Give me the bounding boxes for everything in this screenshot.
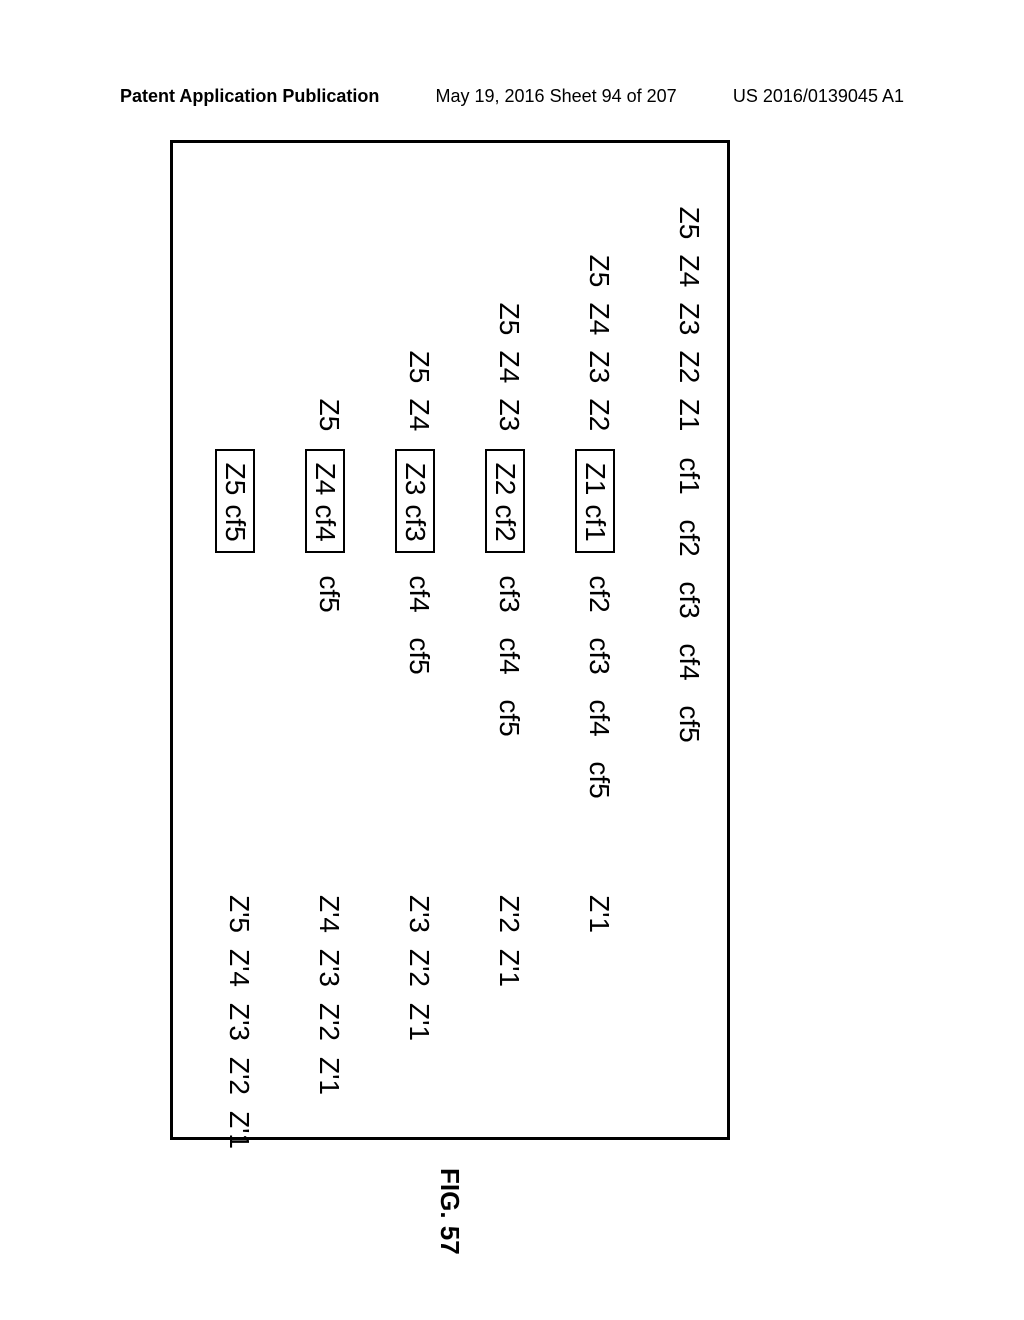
box-cf: cf5	[219, 501, 251, 545]
z-token: Z4	[493, 343, 525, 391]
zprime-token: Z'3	[313, 937, 345, 999]
zprime-token: Z'1	[403, 991, 435, 1053]
header-center: May 19, 2016 Sheet 94 of 207	[436, 86, 677, 107]
box-z: Z1	[579, 457, 611, 501]
cf-token: cf3	[583, 625, 615, 687]
cf-token: cf5	[583, 749, 615, 811]
cf-token: cf4	[403, 563, 435, 625]
zprime-token: Z'1	[313, 1045, 345, 1107]
z-token: Z4	[403, 391, 435, 439]
zcf-box: Z4cf4	[305, 449, 345, 553]
cf-token: cf5	[313, 563, 345, 625]
zcf-box: Z2cf2	[485, 449, 525, 553]
zprime-token: Z'2	[403, 937, 435, 999]
box-z: Z3	[399, 457, 431, 501]
zcf-box: Z1cf1	[575, 449, 615, 553]
z-token: Z3	[673, 295, 705, 343]
zprime-token: Z'2	[223, 1045, 255, 1107]
box-cf: cf2	[489, 501, 521, 545]
cf-token: cf4	[673, 631, 705, 693]
z-token: Z1	[673, 391, 705, 439]
z-token: Z5	[673, 199, 705, 247]
zprime-token: Z'4	[223, 937, 255, 999]
zprime-token: Z'5	[223, 883, 255, 945]
zprime-token: Z'4	[313, 883, 345, 945]
box-cf: cf4	[309, 501, 341, 545]
diagram-row: Z5 Z4cf4 cf5 Z'4Z'3Z'2Z'1	[265, 163, 345, 1117]
zprime-token: Z'1	[223, 1099, 255, 1161]
cf-token: cf2	[583, 563, 615, 625]
cf-token: cf5	[403, 625, 435, 687]
zprime-token: Z'1	[583, 883, 615, 945]
z-token: Z3	[493, 391, 525, 439]
cf-token: cf3	[673, 569, 705, 631]
box-cf: cf3	[399, 501, 431, 545]
diagram-row: Z5cf5Z'5Z'4Z'3Z'2Z'1	[175, 163, 255, 1117]
z-token: Z4	[673, 247, 705, 295]
header-left: Patent Application Publication	[120, 86, 379, 107]
cf-token: cf2	[673, 507, 705, 569]
zprime-token: Z'1	[493, 937, 525, 999]
cf-token: cf5	[493, 687, 525, 749]
cf-token: cf3	[493, 563, 525, 625]
box-z: Z4	[309, 457, 341, 501]
figure-caption: FIG. 57	[434, 1168, 465, 1255]
diagram-rotated-wrap: Z5Z4Z3Z2Z1cf1cf2cf3cf4cf5Z5Z4Z3Z2Z1cf1cf…	[0, 140, 730, 760]
z-token: Z5	[403, 343, 435, 391]
diagram-row: Z5Z4Z3Z2 Z1cf1 cf2cf3cf4cf5 Z'1	[535, 163, 615, 1117]
z-token: Z3	[583, 343, 615, 391]
diagram-row: Z5Z4Z3 Z2cf2 cf3cf4cf5 Z'2Z'1	[445, 163, 525, 1117]
box-z: Z2	[489, 457, 521, 501]
cf-token: cf4	[493, 625, 525, 687]
cf-token: cf4	[583, 687, 615, 749]
zprime-token: Z'2	[313, 991, 345, 1053]
diagram-row: Z5Z4 Z3cf3 cf4cf5 Z'3Z'2Z'1	[355, 163, 435, 1117]
zprime-token: Z'2	[493, 883, 525, 945]
z-token: Z2	[583, 391, 615, 439]
z-token: Z5	[493, 295, 525, 343]
diagram-row: Z5Z4Z3Z2Z1 cf1cf2cf3cf4cf5	[625, 163, 705, 1117]
z-token: Z5	[313, 391, 345, 439]
z-token: Z5	[583, 247, 615, 295]
zcf-box: Z5cf5	[215, 449, 255, 553]
zcf-box: Z3cf3	[395, 449, 435, 553]
z-token: Z2	[673, 343, 705, 391]
header-right: US 2016/0139045 A1	[733, 86, 904, 107]
cf-token: cf1	[673, 445, 705, 507]
zprime-token: Z'3	[223, 991, 255, 1053]
zprime-token: Z'3	[403, 883, 435, 945]
box-cf: cf1	[579, 501, 611, 545]
box-z: Z5	[219, 457, 251, 501]
z-token: Z4	[583, 295, 615, 343]
diagram-border: Z5Z4Z3Z2Z1cf1cf2cf3cf4cf5Z5Z4Z3Z2Z1cf1cf…	[170, 140, 730, 1140]
page-header: Patent Application Publication May 19, 2…	[0, 86, 1024, 107]
cf-token: cf5	[673, 693, 705, 755]
